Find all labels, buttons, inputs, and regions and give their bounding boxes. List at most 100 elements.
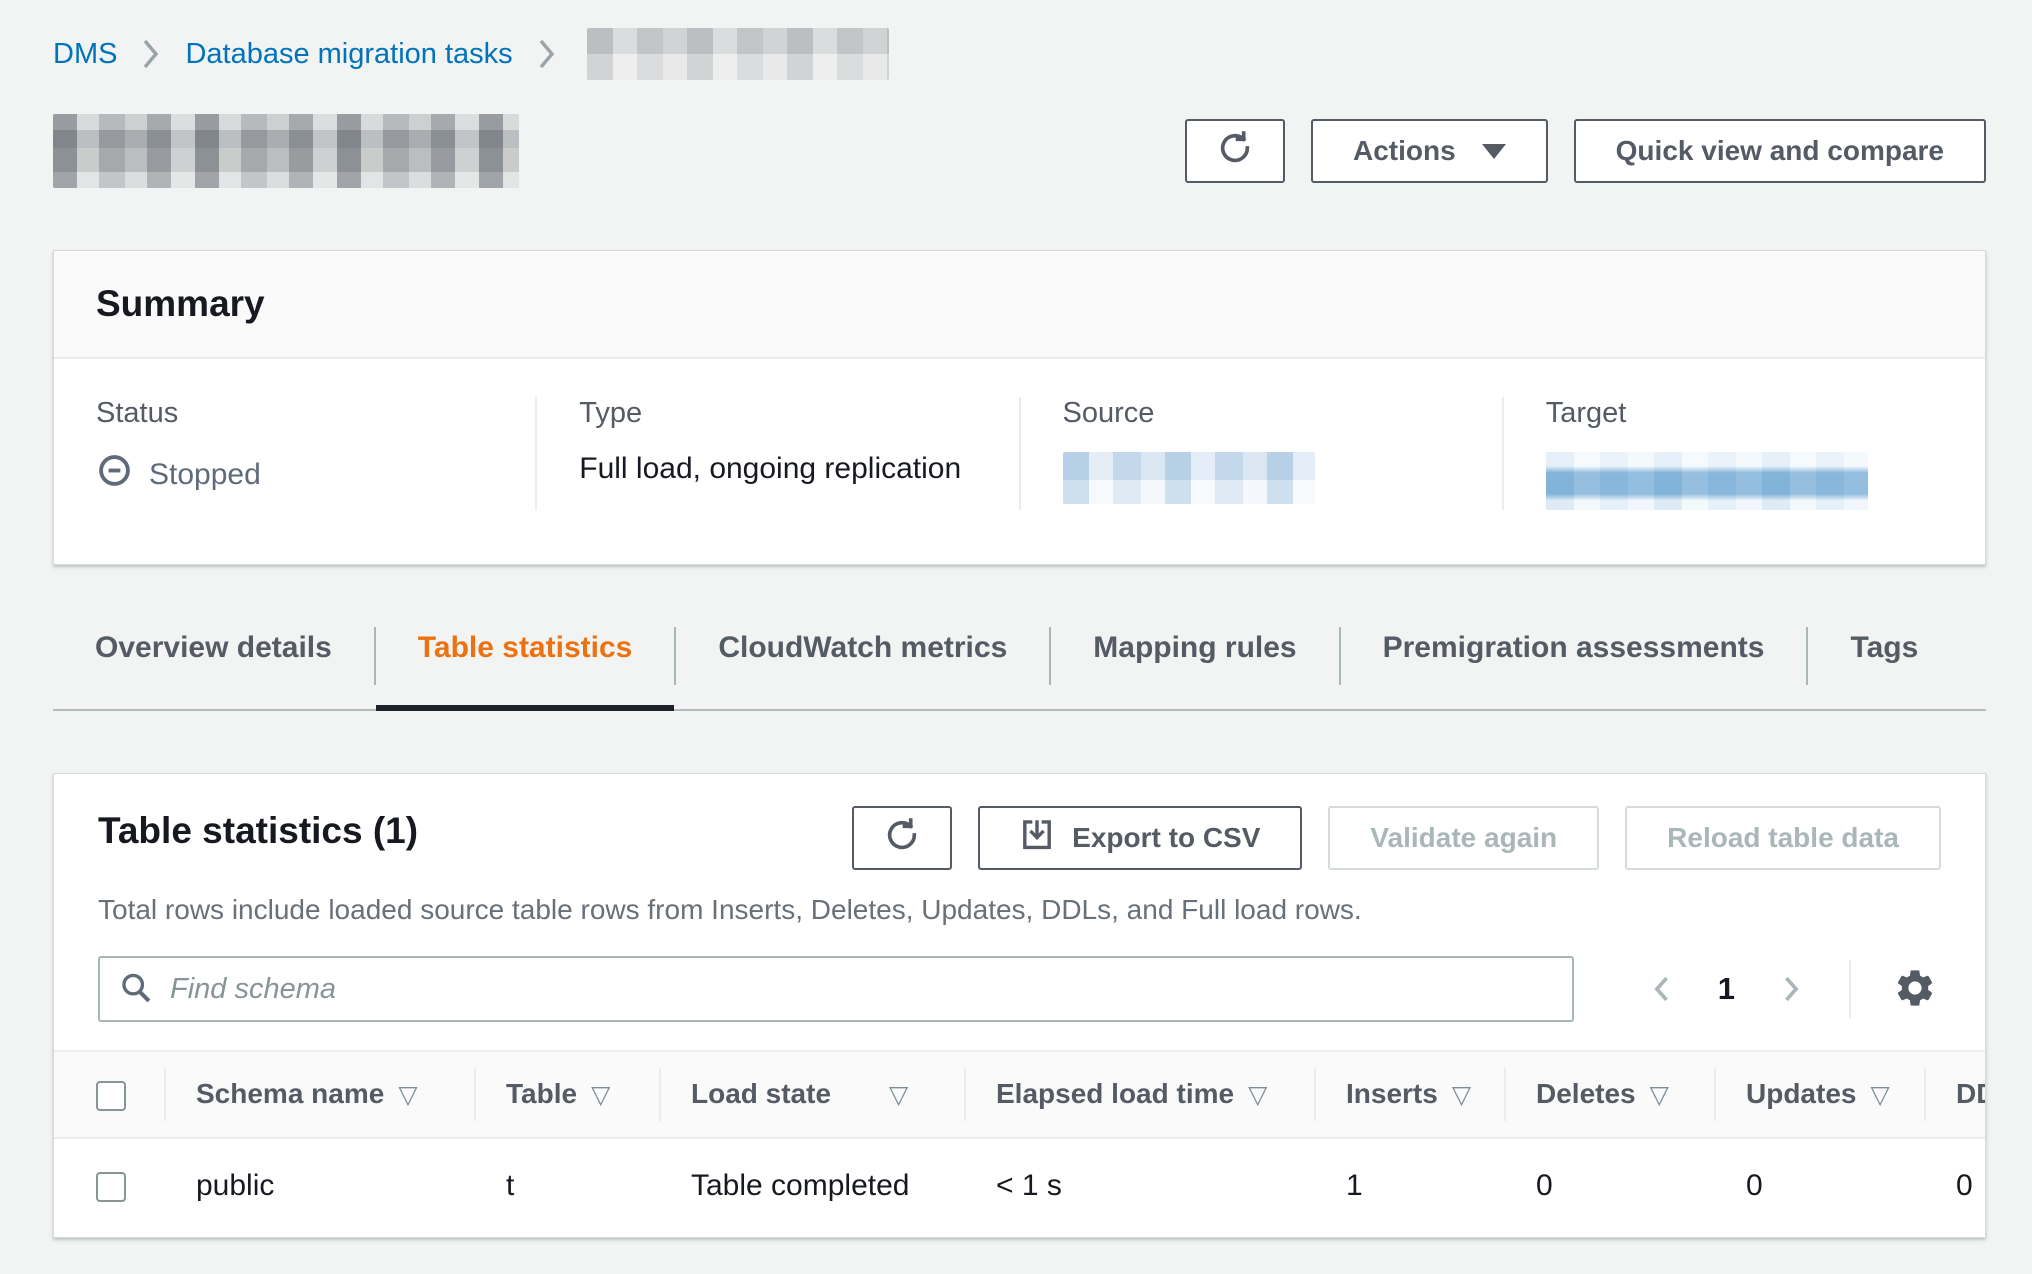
table-row: public t Table completed < 1 s 1 0 0 0 bbox=[54, 1137, 1985, 1237]
tab-divider bbox=[1806, 627, 1809, 685]
next-page-button[interactable] bbox=[1771, 968, 1811, 1010]
table-statistics-card: Table statistics (1) bbox=[53, 773, 1986, 1238]
tab-mapping-rules[interactable]: Mapping rules bbox=[1093, 631, 1297, 664]
export-to-csv-button[interactable]: Export to CSV bbox=[978, 806, 1303, 870]
cell-updates: 0 bbox=[1714, 1137, 1924, 1237]
row-checkbox[interactable] bbox=[96, 1171, 126, 1202]
sort-icon: ▽ bbox=[1870, 1080, 1890, 1110]
actions-button-label: Actions bbox=[1352, 135, 1456, 166]
cell-load-state: Table completed bbox=[659, 1137, 964, 1237]
dms-task-page: DMS Database migration tasks Actions bbox=[53, 28, 1986, 1238]
table-card-top: Table statistics (1) bbox=[54, 774, 1985, 1022]
tab-cloudwatch-metrics[interactable]: CloudWatch metrics bbox=[718, 631, 1008, 664]
tab-divider bbox=[1049, 627, 1052, 685]
table-toolbar: 1 bbox=[98, 956, 1941, 1022]
column-label: Updates bbox=[1746, 1078, 1857, 1110]
sort-icon: ▽ bbox=[1248, 1080, 1268, 1110]
header-buttons: Actions Quick view and compare bbox=[1184, 119, 1986, 183]
target-label: Target bbox=[1545, 397, 1627, 429]
summary-title: Summary bbox=[96, 283, 265, 324]
breadcrumb-current-redacted bbox=[586, 28, 889, 80]
select-all-checkbox[interactable] bbox=[96, 1080, 126, 1111]
export-to-csv-label: Export to CSV bbox=[1072, 822, 1261, 853]
column-label: Inserts bbox=[1346, 1078, 1438, 1110]
actions-button[interactable]: Actions bbox=[1310, 119, 1548, 183]
tab-divider bbox=[1338, 627, 1341, 685]
status-value: Stopped bbox=[96, 452, 493, 497]
column-label: Deletes bbox=[1536, 1078, 1636, 1110]
stopped-status-icon bbox=[96, 452, 133, 497]
summary-target-column: Target bbox=[1501, 397, 1985, 510]
table-card-header: Table statistics (1) bbox=[98, 806, 1941, 870]
column-label: Load state bbox=[691, 1078, 832, 1110]
pagination-divider bbox=[1849, 960, 1851, 1018]
summary-type-column: Type Full load, ongoing replication bbox=[535, 397, 1018, 510]
column-header-updates[interactable]: Updates ▽ bbox=[1714, 1050, 1924, 1139]
table-refresh-button[interactable] bbox=[852, 806, 953, 870]
target-value-redacted[interactable] bbox=[1545, 452, 1868, 510]
caret-down-icon bbox=[1481, 143, 1506, 159]
pagination: 1 bbox=[1642, 960, 1941, 1018]
table-statistics-description: Total rows include loaded source table r… bbox=[98, 894, 1362, 925]
sort-icon: ▽ bbox=[1451, 1080, 1472, 1110]
row-select-cell bbox=[54, 1137, 164, 1237]
cell-schema-name: public bbox=[164, 1137, 474, 1237]
download-icon bbox=[1020, 818, 1054, 859]
refresh-button[interactable] bbox=[1184, 119, 1285, 183]
validate-again-button[interactable]: Validate again bbox=[1328, 806, 1600, 870]
table-preferences-button[interactable] bbox=[1889, 962, 1941, 1017]
breadcrumb-link-tasks[interactable]: Database migration tasks bbox=[185, 37, 513, 70]
column-header-schema-name[interactable]: Schema name ▽ bbox=[164, 1050, 474, 1139]
tab-premigration-assessments[interactable]: Premigration assessments bbox=[1382, 631, 1765, 664]
column-header-deletes[interactable]: Deletes ▽ bbox=[1504, 1050, 1714, 1139]
chevron-left-icon bbox=[1654, 976, 1668, 1002]
tab-divider bbox=[373, 627, 376, 685]
chevron-right-icon bbox=[1785, 976, 1799, 1002]
table-card-buttons: Export to CSV Validate again Reload tabl… bbox=[852, 806, 1941, 870]
page-header: Actions Quick view and compare bbox=[53, 114, 1986, 188]
source-value-redacted[interactable] bbox=[1062, 452, 1315, 504]
task-detail-tabs: Overview details Table statistics CloudW… bbox=[53, 625, 1986, 711]
reload-table-data-button[interactable]: Reload table data bbox=[1625, 806, 1941, 870]
quick-view-compare-button[interactable]: Quick view and compare bbox=[1573, 119, 1986, 183]
status-label: Status bbox=[96, 397, 179, 429]
summary-card: Summary Status Stopped Type Full load, bbox=[53, 250, 1986, 565]
find-schema-input[interactable] bbox=[98, 956, 1574, 1022]
validate-again-label: Validate again bbox=[1370, 822, 1558, 853]
cell-elapsed-load-time: < 1 s bbox=[964, 1137, 1314, 1237]
schema-search bbox=[98, 956, 1574, 1022]
cell-deletes: 0 bbox=[1504, 1137, 1714, 1237]
breadcrumb-separator-icon bbox=[141, 36, 161, 72]
summary-card-header: Summary bbox=[54, 251, 1985, 359]
tab-tags[interactable]: Tags bbox=[1850, 631, 1919, 664]
current-page-number: 1 bbox=[1717, 971, 1735, 1006]
gear-icon bbox=[1893, 966, 1937, 1013]
previous-page-button[interactable] bbox=[1642, 968, 1682, 1010]
tab-overview-details[interactable]: Overview details bbox=[95, 631, 332, 664]
table-statistics-title: Table statistics (1) bbox=[98, 810, 419, 851]
summary-status-column: Status Stopped bbox=[54, 397, 535, 510]
refresh-icon bbox=[1216, 129, 1254, 174]
column-label: Schema name bbox=[196, 1078, 385, 1110]
table-header-row: Schema name ▽ Table ▽ Load state ▽ Elapsed … bbox=[54, 1050, 1985, 1139]
tab-table-statistics[interactable]: Table statistics bbox=[375, 625, 675, 711]
column-header-load-state[interactable]: Load state ▽ bbox=[659, 1050, 964, 1139]
sort-icon: ▽ bbox=[889, 1080, 909, 1110]
summary-source-column: Source bbox=[1018, 397, 1502, 510]
sort-icon: ▽ bbox=[591, 1080, 611, 1110]
type-value: Full load, ongoing replication bbox=[579, 452, 962, 485]
sort-icon: ▽ bbox=[1649, 1080, 1669, 1110]
breadcrumb: DMS Database migration tasks bbox=[53, 28, 1986, 80]
column-header-ddls[interactable]: DDLs bbox=[1924, 1050, 1985, 1139]
breadcrumb-link-dms[interactable]: DMS bbox=[53, 37, 118, 70]
tab-divider bbox=[674, 627, 677, 685]
column-header-elapsed-load-time[interactable]: Elapsed load time ▽ bbox=[964, 1050, 1314, 1139]
status-text: Stopped bbox=[149, 457, 261, 491]
cell-ddls: 0 bbox=[1924, 1137, 1985, 1237]
quick-view-compare-label: Quick view and compare bbox=[1615, 135, 1944, 166]
sort-icon: ▽ bbox=[398, 1080, 418, 1110]
summary-body: Status Stopped Type Full load, ongoing r… bbox=[54, 359, 1985, 564]
column-header-table[interactable]: Table ▽ bbox=[474, 1050, 659, 1139]
breadcrumb-separator-icon bbox=[537, 36, 557, 72]
column-header-inserts[interactable]: Inserts ▽ bbox=[1314, 1050, 1504, 1139]
